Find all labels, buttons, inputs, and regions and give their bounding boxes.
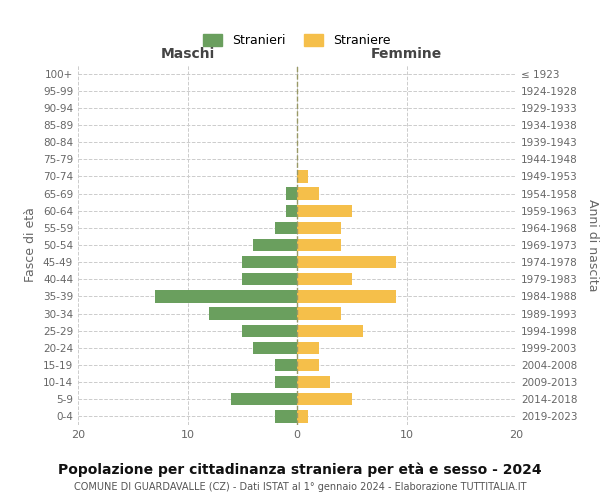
- Bar: [297, 376, 330, 388]
- Bar: [297, 359, 319, 371]
- Text: Femmine: Femmine: [371, 48, 442, 62]
- Bar: [286, 188, 297, 200]
- Bar: [297, 290, 395, 302]
- Text: COMUNE DI GUARDAVALLE (CZ) - Dati ISTAT al 1° gennaio 2024 - Elaborazione TUTTIT: COMUNE DI GUARDAVALLE (CZ) - Dati ISTAT …: [74, 482, 526, 492]
- Bar: [275, 222, 297, 234]
- Bar: [297, 410, 308, 422]
- Text: Popolazione per cittadinanza straniera per età e sesso - 2024: Popolazione per cittadinanza straniera p…: [58, 462, 542, 477]
- Bar: [297, 188, 319, 200]
- Y-axis label: Anni di nascita: Anni di nascita: [586, 198, 599, 291]
- Bar: [297, 204, 352, 217]
- Text: Maschi: Maschi: [160, 48, 215, 62]
- Bar: [297, 324, 362, 337]
- Bar: [253, 342, 297, 354]
- Bar: [297, 170, 308, 182]
- Bar: [275, 359, 297, 371]
- Bar: [297, 393, 352, 406]
- Bar: [232, 393, 297, 406]
- Bar: [242, 273, 297, 285]
- Bar: [242, 256, 297, 268]
- Bar: [297, 256, 395, 268]
- Bar: [297, 342, 319, 354]
- Bar: [242, 324, 297, 337]
- Bar: [297, 308, 341, 320]
- Legend: Stranieri, Straniere: Stranieri, Straniere: [197, 28, 397, 54]
- Bar: [297, 222, 341, 234]
- Bar: [275, 410, 297, 422]
- Bar: [253, 239, 297, 251]
- Bar: [275, 376, 297, 388]
- Bar: [209, 308, 297, 320]
- Bar: [286, 204, 297, 217]
- Bar: [155, 290, 297, 302]
- Bar: [297, 273, 352, 285]
- Y-axis label: Fasce di età: Fasce di età: [25, 208, 37, 282]
- Bar: [297, 239, 341, 251]
